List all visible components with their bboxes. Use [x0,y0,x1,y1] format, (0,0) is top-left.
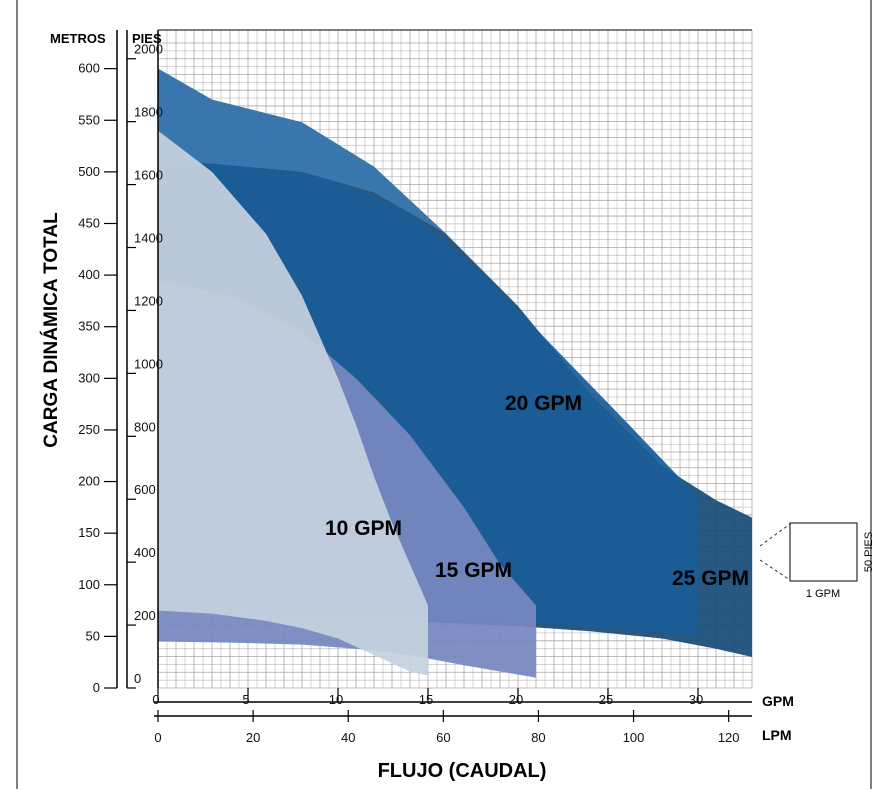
y-tick-label-feet: 0 [134,671,141,686]
x-tick-label-gpm: 25 [599,692,613,707]
y-ticks-meters: 0 50 100 150 200 250 300 350 400 450 500 550 600 [78,61,117,695]
scale-legend-x-label: 1 GPM [806,588,840,600]
y-tick-label-feet: 1400 [134,231,163,246]
x-unit-lpm: LPM [762,727,792,743]
x-tick-label-gpm: 10 [329,692,343,707]
y-tick-label-meters: 550 [78,112,100,127]
series-areas [158,68,752,678]
y-tick-label-meters: 300 [78,370,100,385]
x-tick-label-lpm: 100 [623,730,645,745]
scale-legend: 1 GPM 50 PIES [759,522,875,600]
y-tick-label-meters: 450 [78,215,100,230]
x-ticks-gpm: 0 5 10 15 20 25 30 [152,688,703,707]
x-tick-label-gpm: 5 [242,692,249,707]
y-tick-label-meters: 250 [78,422,100,437]
y-tick-label-meters: 500 [78,164,100,179]
x-tick-label-gpm: 30 [689,692,703,707]
y-tick-label-feet: 200 [134,608,156,623]
series-label-20gpm: 20 GPM [505,392,582,415]
series-label-25gpm: 25 GPM [672,567,749,590]
x-tick-label-lpm: 80 [531,730,545,745]
y-tick-label-meters: 150 [78,525,100,540]
y-unit-feet: PIES [132,31,162,46]
y-tick-label-feet: 1600 [134,168,163,183]
y-tick-label-feet: 2000 [134,42,163,57]
y-tick-label-feet: 1200 [134,293,163,308]
x-tick-label-lpm: 60 [436,730,450,745]
x-tick-label-gpm: 20 [509,692,523,707]
area-25-gpm-top-band [158,68,518,291]
x-ticks-lpm: 0 20 40 60 80 100 120 [154,710,740,745]
y-tick-label-feet: 1000 [134,356,163,371]
scale-legend-connector-top [759,523,791,547]
area-10-gpm [158,130,428,676]
x-unit-gpm: GPM [762,693,794,709]
x-tick-label-lpm: 20 [246,730,260,745]
x-tick-label-gpm: 0 [152,692,159,707]
x-tick-label-lpm: 120 [718,730,740,745]
y-tick-label-feet: 400 [134,545,156,560]
y-tick-label-meters: 0 [93,680,100,695]
y-tick-label-meters: 50 [86,628,100,643]
x-axis-title: FLUJO (CAUDAL) [378,760,547,782]
x-tick-label-lpm: 0 [154,730,161,745]
x-tick-label-lpm: 40 [341,730,355,745]
y-tick-label-meters: 400 [78,267,100,282]
y-axis-title: CARGA DINÁMICA TOTAL [40,212,62,448]
y-tick-label-meters: 350 [78,319,100,334]
y-tick-label-meters: 100 [78,577,100,592]
y-tick-label-feet: 800 [134,419,156,434]
scale-legend-y-label: 50 PIES [863,532,875,572]
y-tick-label-meters: 600 [78,61,100,76]
y-tick-label-feet: 1800 [134,105,163,120]
x-tick-label-gpm: 15 [419,692,433,707]
series-label-15gpm: 15 GPM [435,559,512,582]
y-tick-label-feet: 600 [134,482,156,497]
series-label-10gpm: 10 GPM [325,517,402,540]
y-tick-label-meters: 200 [78,474,100,489]
scale-legend-connector-bottom [759,559,791,581]
scale-legend-box [789,522,858,582]
y-ticks-feet: 0 200 400 600 800 1000 1200 1400 1600 1800 2000 [127,42,163,689]
y-unit-meters: METROS [50,31,106,46]
